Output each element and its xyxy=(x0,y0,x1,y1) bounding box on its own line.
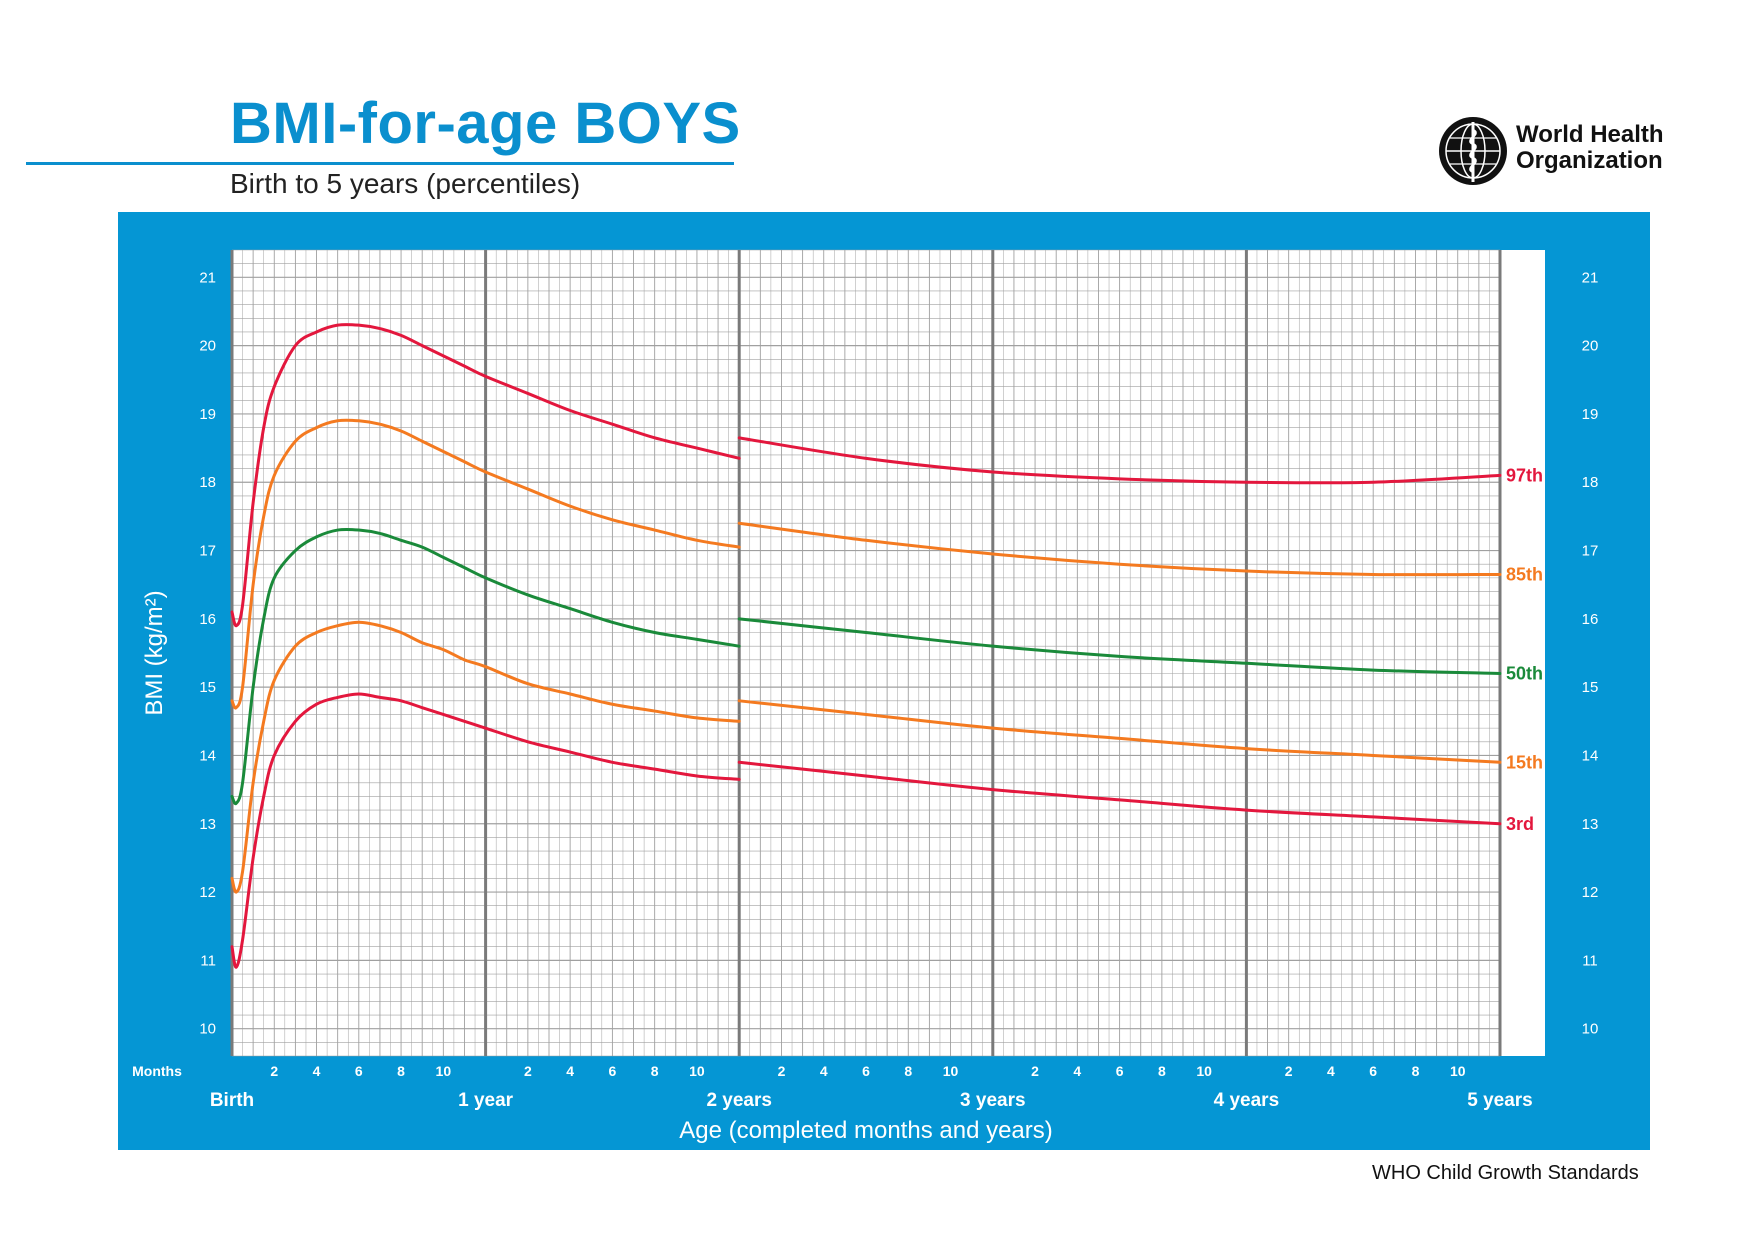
x-tick-label-month: 6 xyxy=(1369,1063,1377,1079)
y-axis-ticks: 10 10 11 11 12 12 13 13 14 14 15 15 16 16 17 17 18 18 19 19… xyxy=(199,269,1598,1037)
x-tick-label-month: 2 xyxy=(778,1063,786,1079)
who-logo: World Health Organization xyxy=(1436,112,1748,192)
x-axis-caption: Months xyxy=(132,1063,182,1079)
curve-3rd-birth-to-2y xyxy=(230,692,741,969)
page-subtitle: Birth to 5 years (percentiles) xyxy=(230,168,581,199)
x-tick-label-month: 2 xyxy=(524,1063,532,1079)
x-tick-label-month: 8 xyxy=(1412,1063,1420,1079)
plot-area xyxy=(232,250,1545,1056)
title-underline xyxy=(26,162,734,165)
x-tick-label-month: 4 xyxy=(1073,1063,1081,1079)
curve-85th-birth-to-2y xyxy=(230,418,741,710)
y-tick-label-left: 18 xyxy=(199,474,216,491)
x-axis-ticks: 2 4 6 8 10 2 4 6 8 10 2 4 6 8 10 2 4 6 8 10 2 4 6 8 10 Birth 1 yea… xyxy=(210,1063,1533,1111)
y-tick-label-right: 20 xyxy=(1582,338,1599,355)
y-tick-label-right: 15 xyxy=(1582,679,1599,696)
y-tick-label-left: 15 xyxy=(199,679,216,696)
y-tick-label-left: 13 xyxy=(199,816,216,833)
y-tick-label-left: 11 xyxy=(200,952,216,969)
who-org-name-line2: Organization xyxy=(1516,147,1663,174)
x-tick-label-month: 4 xyxy=(313,1063,321,1079)
y-tick-label-right: 10 xyxy=(1582,1021,1599,1038)
grid xyxy=(230,249,1502,1057)
x-tick-label-month: 2 xyxy=(1285,1063,1293,1079)
x-tick-label-year: 2 years xyxy=(706,1090,772,1111)
y-tick-label-left: 12 xyxy=(199,884,216,901)
percentile-label-97th: 97th xyxy=(1506,465,1543,485)
x-tick-label-year: 1 year xyxy=(458,1090,514,1111)
x-tick-label-month: 6 xyxy=(355,1063,363,1079)
x-tick-label-month: 2 xyxy=(1031,1063,1039,1079)
x-tick-label-month: 10 xyxy=(1450,1063,1466,1079)
x-tick-label-month: 4 xyxy=(820,1063,828,1079)
curve-50th-birth-to-2y xyxy=(230,527,741,806)
page-title: BMI-for-age BOYS xyxy=(230,91,741,156)
curve-97th-2y-to-5y xyxy=(737,436,1502,485)
who-emblem-icon xyxy=(1439,117,1507,185)
x-axis-label: Age (completed months and years) xyxy=(679,1117,1053,1144)
curve-15th-2y-to-5y xyxy=(737,699,1502,764)
curve-85th-2y-to-5y xyxy=(737,521,1502,577)
x-tick-label-month: 2 xyxy=(270,1063,278,1079)
y-tick-label-right: 21 xyxy=(1582,269,1599,286)
x-tick-label-year: Birth xyxy=(210,1090,254,1111)
x-tick-label-month: 10 xyxy=(943,1063,959,1079)
curve-97th-birth-to-2y xyxy=(230,322,741,628)
x-tick-label-month: 4 xyxy=(1327,1063,1335,1079)
y-tick-label-left: 16 xyxy=(199,611,216,628)
y-tick-label-right: 17 xyxy=(1582,543,1599,560)
x-tick-label-year: 4 years xyxy=(1214,1090,1280,1111)
who-org-name: World Health Organization xyxy=(1516,122,1664,174)
y-tick-label-right: 11 xyxy=(1582,952,1598,969)
percentile-label-15th: 15th xyxy=(1506,752,1543,772)
curve-15th-birth-to-2y xyxy=(230,620,741,894)
y-tick-label-right: 13 xyxy=(1582,816,1599,833)
y-axis-label: BMI (kg/m²) xyxy=(141,590,168,715)
curve-3rd-2y-to-5y xyxy=(737,760,1502,826)
percentile-label-50th: 50th xyxy=(1506,663,1543,683)
percentile-curves xyxy=(230,322,1502,969)
x-tick-label-month: 10 xyxy=(689,1063,705,1079)
y-tick-label-right: 19 xyxy=(1582,406,1599,423)
y-tick-label-left: 19 xyxy=(199,406,216,423)
x-tick-label-month: 8 xyxy=(651,1063,659,1079)
percentile-label-3rd: 3rd xyxy=(1506,814,1534,834)
x-tick-label-month: 6 xyxy=(862,1063,870,1079)
percentile-labels: 97th 85th 50th 15th 3rd xyxy=(1506,465,1543,833)
y-tick-label-left: 20 xyxy=(199,338,216,355)
x-tick-label-year: 3 years xyxy=(960,1090,1026,1111)
x-tick-label-month: 8 xyxy=(904,1063,912,1079)
percentile-label-85th: 85th xyxy=(1506,564,1543,584)
y-tick-label-left: 14 xyxy=(199,747,216,764)
x-tick-label-month: 6 xyxy=(1116,1063,1124,1079)
x-tick-label-month: 4 xyxy=(566,1063,574,1079)
who-org-name-line1: World Health xyxy=(1516,121,1664,148)
x-tick-label-month: 8 xyxy=(1158,1063,1166,1079)
y-tick-label-left: 17 xyxy=(199,543,216,560)
x-tick-label-year: 5 years xyxy=(1467,1090,1533,1111)
x-tick-label-month: 6 xyxy=(609,1063,617,1079)
x-tick-label-month: 10 xyxy=(436,1063,452,1079)
y-tick-label-right: 16 xyxy=(1582,611,1599,628)
y-tick-label-right: 14 xyxy=(1582,747,1599,764)
footer-note: WHO Child Growth Standards xyxy=(1372,1162,1639,1184)
y-tick-label-left: 10 xyxy=(199,1021,216,1038)
x-tick-label-month: 8 xyxy=(397,1063,405,1079)
x-tick-label-month: 10 xyxy=(1196,1063,1212,1079)
y-tick-label-right: 12 xyxy=(1582,884,1599,901)
y-tick-label-right: 18 xyxy=(1582,474,1599,491)
y-tick-label-left: 21 xyxy=(199,269,216,286)
curve-50th-2y-to-5y xyxy=(737,617,1502,675)
